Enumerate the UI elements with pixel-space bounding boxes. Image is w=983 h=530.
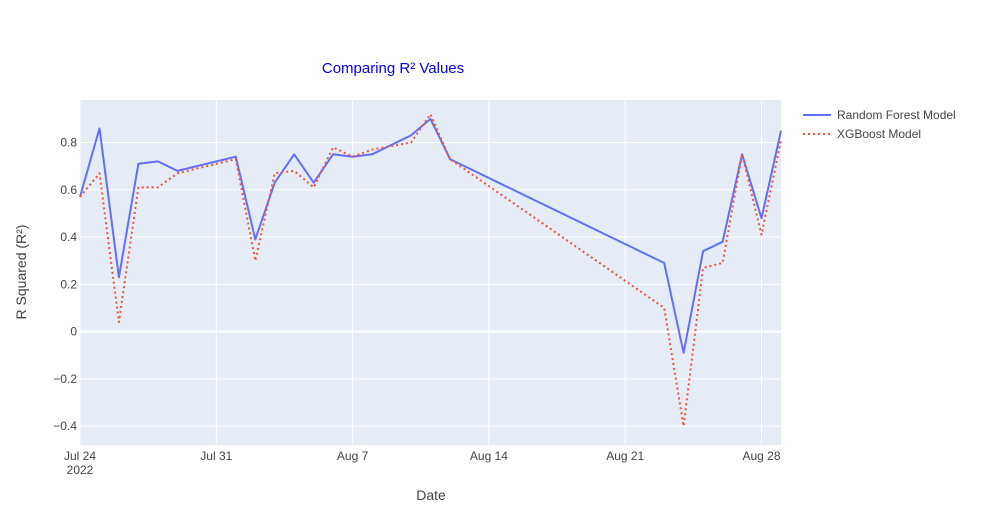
y-tick-label: 0.8 [60,136,77,150]
legend-item[interactable]: XGBoost Model [803,127,921,141]
chart-title: Comparing R² Values [322,60,464,77]
y-tick-label: 0.4 [60,230,77,244]
x-tick-label: Aug 14 [470,449,508,463]
legend-item[interactable]: Random Forest Model [803,108,956,122]
series-layer [79,113,782,428]
x-tick-label: Aug 7 [337,449,369,463]
y-tick-label: 0 [70,325,77,339]
x-tick-label: Aug 28 [743,449,781,463]
x-tick-sublabel: 2022 [67,463,94,477]
y-axis-title: R Squared (R²) [13,225,29,320]
x-tick-label: Jul 24 [64,449,96,463]
y-axis-ticks: −0.4 −0.2 0 0.2 0.4 0.6 0.8 [53,136,77,434]
plot-background [80,100,781,445]
y-tick-label: −0.4 [53,419,77,433]
y-tick-label: 0.6 [60,183,77,197]
legend: Random Forest Model XGBoost Model [803,108,956,141]
y-tick-label: −0.2 [53,372,77,386]
legend-label: XGBoost Model [837,127,921,141]
x-tick-label: Jul 31 [200,449,232,463]
y-gridlines [80,142,781,427]
x-tick-label: Aug 21 [606,449,644,463]
series-line-random-forest [79,117,782,354]
y-tick-label: 0.2 [60,277,77,291]
legend-label: Random Forest Model [837,108,956,122]
series-line-xgboost [79,113,782,428]
x-axis-title: Date [416,487,446,503]
